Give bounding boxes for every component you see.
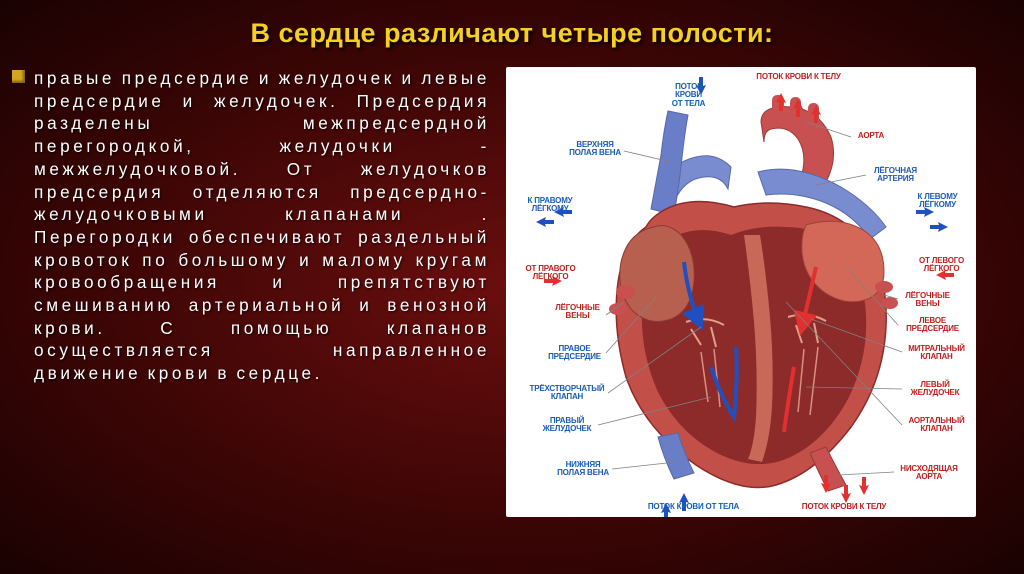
- label-pulm-veins-r: ЛЁГОЧНЫЕВЕНЫ: [900, 292, 955, 309]
- flow-arrow-icon: [536, 217, 554, 227]
- label-sup-vena-cava: ВЕРХНЯЯПОЛАЯ ВЕНА: [564, 141, 626, 158]
- label-to-right-lung: К ПРАВОМУЛЁГКОМУ: [520, 197, 580, 214]
- content-row: правые предсердие и желудочек и левые пр…: [0, 59, 1024, 517]
- label-tricuspid: ТРЁХСТВОРЧАТЫЙКЛАПАН: [524, 385, 610, 402]
- label-from-left-lung: ОТ ЛЕВОГОЛЁГКОГО: [914, 257, 969, 274]
- heart-diagram: ПОТОК КРОВИ К ТЕЛУ ПОТОККРОВИОТ ТЕЛА ВЕРХН…: [506, 67, 976, 517]
- label-desc-aorta: НИСХОДЯЩАЯАОРТА: [896, 465, 962, 482]
- label-aortic-valve: АОРТАЛЬНЫЙКЛАПАН: [904, 417, 969, 434]
- label-inf-vena-cava: НИЖНЯЯПОЛАЯ ВЕНА: [552, 461, 614, 478]
- label-left-atrium: ЛЕВОЕПРЕДСЕРДИЕ: [900, 317, 965, 334]
- body-paragraph: правые предсердие и желудочек и левые пр…: [34, 67, 490, 385]
- label-flow-from-body-btm: ПОТОК КРОВИ ОТ ТЕЛА: [641, 503, 746, 511]
- label-aorta: АОРТА: [851, 132, 891, 140]
- label-pulm-artery: ЛЁГОЧНАЯАРТЕРИЯ: [868, 167, 923, 184]
- label-flow-from-body-top: ПОТОККРОВИОТ ТЕЛА: [666, 83, 711, 108]
- label-to-left-lung: К ЛЕВОМУЛЁГКОМУ: [910, 193, 965, 210]
- label-left-ventricle: ЛЕВЫЙЖЕЛУДОЧЕК: [904, 381, 966, 398]
- flow-arrow-icon: [841, 485, 851, 503]
- label-mitral-valve: МИТРАЛЬНЫЙКЛАПАН: [904, 345, 969, 362]
- label-from-right-lung: ОТ ПРАВОГОЛЁГКОГО: [518, 265, 583, 282]
- label-flow-to-body: ПОТОК КРОВИ К ТЕЛУ: [756, 73, 841, 81]
- slide-title: В сердце различают четыре полости:: [0, 0, 1024, 59]
- label-pulm-veins-l: ЛЁГОЧНЫЕВЕНЫ: [550, 304, 605, 321]
- text-column: правые предсердие и желудочек и левые пр…: [34, 67, 490, 517]
- label-right-ventricle: ПРАВЫЙЖЕЛУДОЧЕК: [536, 417, 598, 434]
- bullet-icon: [12, 70, 25, 83]
- flow-arrow-icon: [930, 222, 948, 232]
- label-flow-to-body-btm: ПОТОК КРОВИ К ТЕЛУ: [794, 503, 894, 511]
- flow-arrow-icon: [859, 477, 869, 495]
- label-right-atrium: ПРАВОЕПРЕДСЕРДИЕ: [542, 345, 607, 362]
